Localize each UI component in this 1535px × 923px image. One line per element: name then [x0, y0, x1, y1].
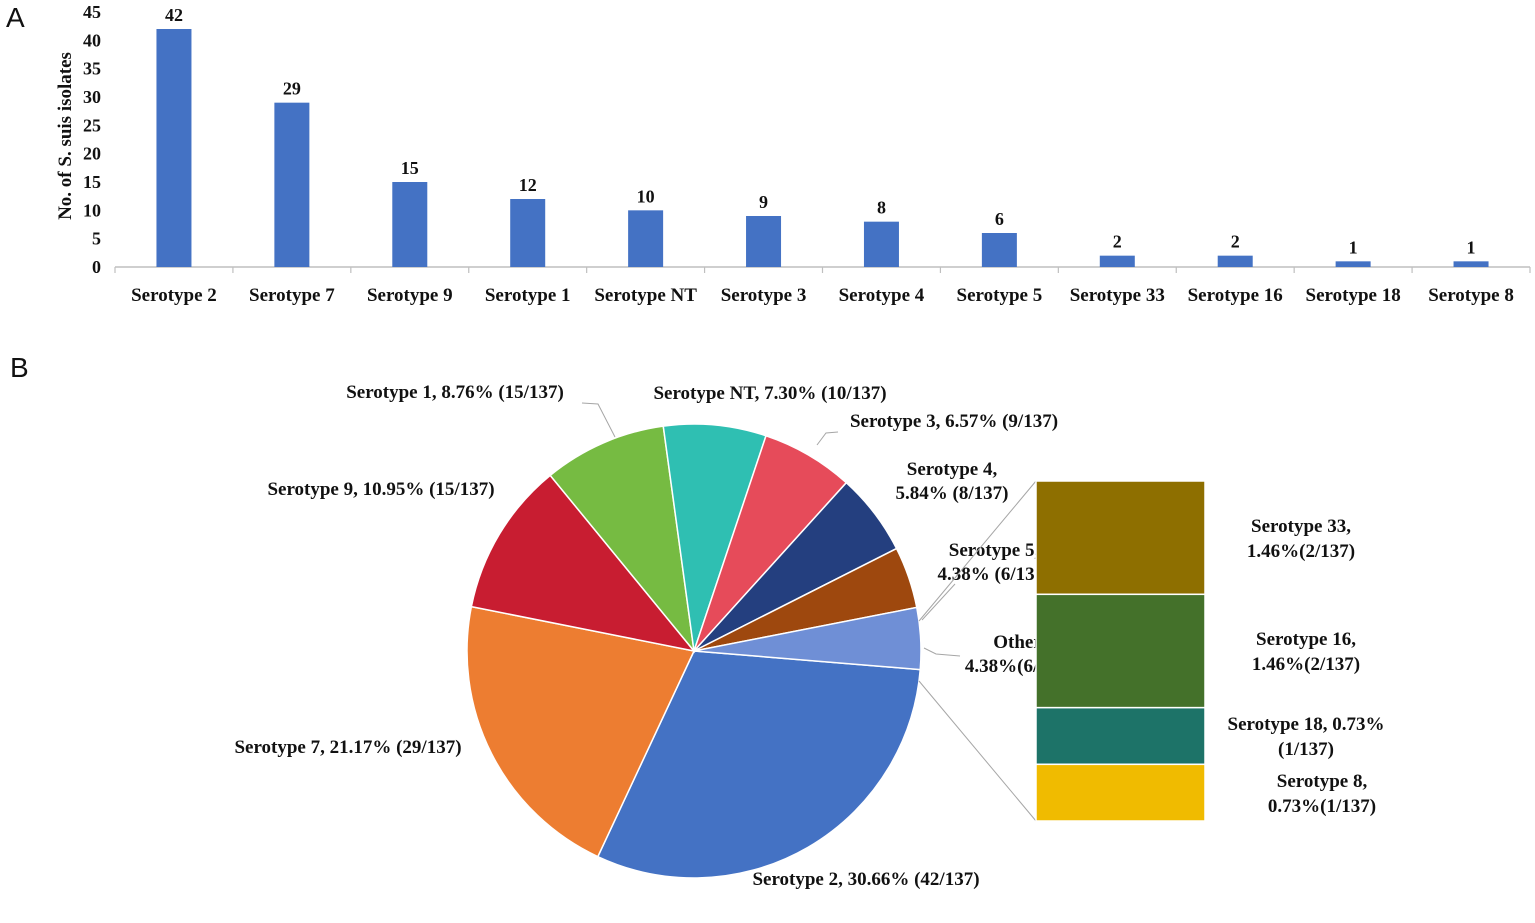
bar-data-label-serotype-8: 1 — [1467, 237, 1476, 257]
bar-chart-category-labels: Serotype 2 Serotype 7 Serotype 9 Serotype 1… — [131, 285, 1514, 306]
breakdown-label-serotype-33: Serotype 33, 1.46%(2/137) — [1247, 516, 1355, 562]
bar-chart: No. of S. suis isolates 0 5 10 15 20 25 30 35 40… — [55, 2, 1531, 306]
pie-label-serotype-9: Serotype 9, 10.95% (15/137) — [267, 479, 494, 500]
breakdown-label-serotype-16: Serotype 16, 1.46%(2/137) — [1252, 629, 1360, 675]
bar-chart-axes — [114, 266, 1531, 273]
breakdown-label-serotype-18: Serotype 18, 0.73% (1/137) — [1228, 714, 1385, 760]
bar-data-label-serotype-4: 8 — [877, 198, 886, 218]
bar-serotype-3 — [746, 216, 782, 267]
bar-chart-y-tick-label: 0 — [92, 257, 101, 277]
breakdown-connector-lines — [918, 480, 1037, 822]
bar-category-label-serotype-4: Serotype 4 — [839, 285, 925, 306]
bar-chart-y-tick-label: 40 — [83, 30, 101, 50]
bar-serotype-16 — [1217, 255, 1253, 267]
pie-chart: Serotype 2, 30.66% (42/137) Serotype 7, 2… — [234, 382, 1073, 890]
breakdown-connector-top — [918, 480, 1037, 622]
pie-leader-lines — [581, 402, 961, 657]
bar-chart-y-tick-label: 20 — [83, 144, 101, 164]
bar-data-label-serotype-7: 29 — [283, 79, 301, 99]
bar-chart-y-tick-label: 35 — [83, 59, 101, 79]
bar-category-label-serotype-8: Serotype 8 — [1428, 285, 1514, 306]
bar-category-label-serotype-nt: Serotype NT — [594, 285, 697, 306]
bar-serotype-7 — [274, 102, 310, 268]
pie-slices — [466, 423, 922, 879]
bar-serotype-1 — [510, 199, 546, 267]
bar-chart-y-ticks: 0 5 10 15 20 25 30 35 40 45 — [83, 2, 101, 277]
bar-chart-y-tick-label: 15 — [83, 172, 101, 192]
breakdown-labels: Serotype 33, 1.46%(2/137) Serotype 16, 1.46… — [1228, 516, 1385, 817]
other-breakdown-bar: Serotype 33, 1.46%(2/137) Serotype 16, 1.46… — [918, 480, 1385, 822]
pie-label-serotype-5: Serotype 5, 4.38% (6/137) — [938, 540, 1051, 585]
bar-serotype-8 — [1453, 261, 1489, 267]
pie-label-serotype-7: Serotype 7, 21.17% (29/137) — [234, 737, 461, 758]
pie-slice-serotype-7 — [466, 605, 696, 858]
panel-a-label: A — [6, 2, 25, 33]
bar-data-label-serotype-1: 12 — [519, 175, 537, 195]
bar-serotype-5 — [981, 233, 1017, 267]
bar-data-label-serotype-nt: 10 — [637, 186, 655, 206]
breakdown-segment-serotype-16 — [1035, 593, 1206, 709]
pie-leader-line-other — [923, 647, 961, 657]
bar-category-label-serotype-3: Serotype 3 — [721, 285, 807, 306]
bar-category-label-serotype-33: Serotype 33 — [1070, 285, 1165, 306]
bar-category-label-serotype-9: Serotype 9 — [367, 285, 453, 306]
bar-chart-y-tick-label: 45 — [83, 2, 101, 22]
bar-serotype-18 — [1335, 261, 1371, 267]
breakdown-segment-serotype-18 — [1035, 706, 1206, 766]
bar-chart-y-axis-label: No. of S. suis isolates — [55, 52, 76, 220]
pie-leader-line-serotype-3 — [816, 431, 839, 446]
bar-data-label-serotype-3: 9 — [759, 192, 768, 212]
bar-serotype-9 — [392, 182, 428, 267]
pie-slice-serotype-9 — [470, 474, 696, 653]
bar-serotype-4 — [863, 221, 899, 267]
bar-data-label-serotype-5: 6 — [995, 209, 1004, 229]
bar-category-label-serotype-2: Serotype 2 — [131, 285, 217, 306]
breakdown-segment-serotype-33 — [1035, 480, 1206, 596]
pie-label-serotype-2: Serotype 2, 30.66% (42/137) — [752, 869, 979, 890]
panel-b-label: B — [10, 352, 29, 383]
bar-category-label-serotype-16: Serotype 16 — [1188, 285, 1283, 306]
bar-category-label-serotype-5: Serotype 5 — [957, 285, 1043, 306]
breakdown-label-serotype-8: Serotype 8, 0.73%(1/137) — [1268, 771, 1376, 817]
bar-data-label-serotype-9: 15 — [401, 158, 419, 178]
bar-serotype-33 — [1099, 255, 1135, 267]
breakdown-segment-serotype-8 — [1035, 763, 1206, 822]
pie-slice-other — [693, 606, 922, 671]
bar-category-label-serotype-18: Serotype 18 — [1306, 285, 1401, 306]
bar-chart-y-tick-label: 10 — [83, 200, 101, 220]
pie-leader-line-serotype-1 — [581, 402, 616, 438]
breakdown-segments — [1035, 480, 1206, 822]
bar-chart-y-tick-label: 30 — [83, 87, 101, 107]
pie-leader-line-serotype-5 — [921, 583, 956, 621]
bar-category-label-serotype-1: Serotype 1 — [485, 285, 571, 306]
bar-data-label-serotype-16: 2 — [1231, 232, 1240, 252]
pie-slice-serotype-2 — [596, 650, 922, 879]
pie-slice-labels: Serotype 2, 30.66% (42/137) Serotype 7, 2… — [234, 382, 1073, 890]
pie-label-serotype-3: Serotype 3, 6.57% (9/137) — [850, 411, 1058, 432]
bar-serotype-2 — [156, 29, 192, 267]
bar-chart-bars: 42 29 15 12 10 9 8 6 2 2 1 1 — [156, 5, 1489, 268]
bar-data-label-serotype-33: 2 — [1113, 232, 1122, 252]
bar-data-label-serotype-2: 42 — [165, 5, 183, 25]
breakdown-connector-bottom — [918, 680, 1037, 822]
bar-category-label-serotype-7: Serotype 7 — [249, 285, 335, 306]
bar-serotype-nt — [628, 210, 664, 267]
bar-data-label-serotype-18: 1 — [1349, 237, 1358, 257]
bar-chart-y-tick-label: 25 — [83, 115, 101, 135]
pie-label-serotype-4: Serotype 4, 5.84% (8/137) — [896, 459, 1009, 504]
pie-slice-serotype-nt — [662, 423, 767, 652]
pie-slice-serotype-1 — [549, 425, 696, 654]
pie-label-serotype-nt: Serotype NT, 7.30% (10/137) — [653, 383, 886, 404]
pie-label-serotype-1: Serotype 1, 8.76% (15/137) — [346, 382, 564, 403]
bar-chart-y-tick-label: 5 — [92, 229, 101, 249]
